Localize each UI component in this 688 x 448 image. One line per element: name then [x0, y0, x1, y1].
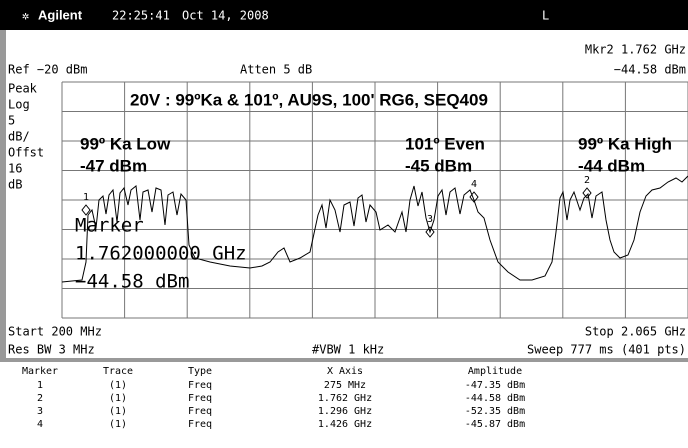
vbw: #VBW 1 kHz — [312, 343, 384, 357]
table-cell: 1.296 GHz — [318, 406, 372, 417]
attenuation: Atten 5 dB — [240, 63, 312, 77]
table-cell: 1.426 GHz — [318, 419, 372, 430]
start-freq: Start 200 MHz — [8, 325, 102, 339]
table-cell: (1) — [109, 419, 127, 430]
marker-id: 4 — [471, 179, 477, 190]
trace — [61, 175, 688, 283]
table-cell: 1.762 GHz — [318, 393, 372, 404]
band-level: -44 dBm — [578, 156, 645, 175]
scale-label: 16 — [8, 162, 22, 176]
date: Oct 14, 2008 — [182, 9, 269, 23]
band-label: 101º Even — [405, 134, 485, 153]
overlay-title: 20V : 99ºKa & 101º, AU9S, 100' RG6, SEQ4… — [130, 90, 488, 109]
marker-box-freq: 1.762000000 GHz — [75, 243, 247, 265]
table-cell: (1) — [109, 393, 127, 404]
bezel — [0, 358, 688, 362]
graticule — [61, 81, 688, 319]
table-header: Amplitude — [468, 366, 522, 377]
title-bar — [0, 0, 688, 30]
scale-label: dB/ — [8, 130, 30, 144]
scale-label: Log — [8, 98, 30, 112]
scale-label: Peak — [8, 82, 38, 96]
table-cell: 275 MHz — [324, 380, 366, 391]
time: 22:25:41 — [112, 9, 170, 23]
scale-label: dB — [8, 178, 22, 192]
table-cell: -44.58 dBm — [465, 393, 525, 404]
marker-diamond — [425, 226, 435, 238]
marker-box-amp: −44.58 dBm — [75, 271, 189, 293]
table-cell: (1) — [109, 406, 127, 417]
table-cell: -52.35 dBm — [465, 406, 525, 417]
marker-id: 3 — [427, 214, 433, 225]
marker-diamond — [81, 204, 91, 216]
band-level: -47 dBm — [80, 156, 147, 175]
brand: Agilent — [38, 7, 83, 22]
table-cell: 2 — [37, 393, 43, 404]
table-header: Type — [188, 366, 212, 377]
logo: ✲ — [22, 9, 29, 23]
table-cell: (1) — [109, 380, 127, 391]
table-cell: Freq — [188, 393, 212, 404]
marker-readout: Mkr2 1.762 GHz — [585, 43, 686, 57]
scale-labels: Peak Log 5 dB/Offst 16 dB — [8, 82, 44, 192]
marker-id: 2 — [584, 175, 590, 186]
marker-box-label: Marker — [75, 215, 144, 237]
table-header: Marker — [22, 366, 58, 377]
band-level: -45 dBm — [405, 156, 472, 175]
marker-diamond — [469, 191, 479, 203]
band-label: 99º Ka Low — [80, 134, 171, 153]
rbw: Res BW 3 MHz — [8, 343, 95, 357]
table-cell: 1 — [37, 380, 43, 391]
table-cell: Freq — [188, 419, 212, 430]
marker-diamond — [582, 187, 592, 199]
table-cell: Freq — [188, 406, 212, 417]
table-cell: 4 — [37, 419, 43, 430]
table-cell: Freq — [188, 380, 212, 391]
table-cell: -47.35 dBm — [465, 380, 525, 391]
marker-table: Marker Trace Type X Axis Amplitude 1 (1) Freq 27… — [22, 366, 525, 430]
table-cell: 3 — [37, 406, 43, 417]
scale-label: Offst — [8, 146, 44, 160]
marker-id: 1 — [83, 192, 89, 203]
bezel — [0, 30, 6, 360]
table-cell: -45.87 dBm — [465, 419, 525, 430]
table-header: X Axis — [327, 366, 363, 377]
markers — [81, 187, 592, 238]
band-label: 99º Ka High — [578, 134, 672, 153]
scale-label: 5 — [8, 114, 15, 128]
table-header: Trace — [103, 366, 133, 377]
sweep: Sweep 777 ms (401 pts) — [527, 343, 686, 357]
ref-level: Ref −20 dBm — [8, 63, 87, 77]
indicator: L — [542, 9, 549, 23]
stop-freq: Stop 2.065 GHz — [585, 325, 686, 339]
marker-amplitude: −44.58 dBm — [614, 63, 686, 77]
